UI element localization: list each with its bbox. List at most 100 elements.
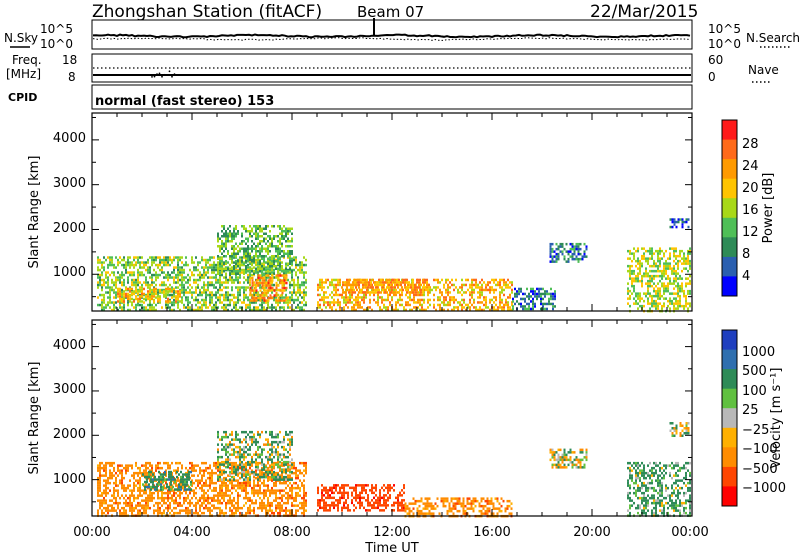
power-cell — [187, 278, 189, 282]
velocity-cell — [173, 469, 175, 472]
velocity-cell — [177, 494, 179, 497]
velocity-cell — [221, 486, 223, 490]
power-cell — [655, 262, 657, 265]
power-cell — [219, 273, 221, 277]
power-cell — [281, 284, 284, 287]
power-cell — [271, 306, 273, 309]
power-cell — [141, 290, 143, 293]
power-cell — [227, 268, 229, 272]
power-cell — [679, 304, 681, 308]
velocity-cell — [188, 470, 190, 474]
power-cell — [175, 290, 177, 293]
power-cell — [175, 295, 177, 298]
power-cell — [358, 286, 360, 289]
velocity-cell — [159, 511, 161, 515]
power-cell — [499, 298, 501, 302]
velocity-cell — [142, 473, 144, 476]
power-cell — [325, 281, 327, 284]
power-cell — [377, 303, 379, 307]
velocity-cell — [153, 511, 155, 515]
power-cell — [653, 282, 655, 285]
velocity-cell — [184, 480, 186, 484]
power-cell — [185, 306, 187, 309]
power-cell — [473, 283, 475, 287]
power-cell — [201, 293, 203, 297]
power-cell — [687, 269, 689, 273]
power-cell — [209, 258, 211, 262]
velocity-cell — [171, 461, 173, 465]
power-cell — [251, 273, 253, 277]
power-cell — [231, 235, 233, 238]
velocity-cell — [279, 481, 281, 485]
power-cell — [445, 303, 447, 307]
velocity-cell — [209, 476, 211, 480]
velocity-cell — [111, 476, 113, 480]
power-cell — [679, 289, 681, 293]
velocity-cell — [239, 476, 241, 480]
velocity-cell — [229, 466, 231, 470]
power-cell — [443, 296, 445, 299]
velocity-cell — [279, 509, 281, 512]
power-cell — [277, 284, 280, 287]
power-cell — [249, 225, 251, 228]
power-cell — [151, 288, 153, 292]
power-cell — [131, 303, 133, 307]
velocity-cell — [289, 481, 291, 485]
velocity-cell — [97, 481, 99, 485]
velocity-cell — [131, 504, 133, 507]
power-cell — [577, 260, 580, 263]
power-cell — [423, 293, 425, 297]
power-cell — [167, 258, 169, 262]
power-cell — [189, 283, 191, 287]
power-cell — [177, 261, 179, 264]
velocity-cell — [171, 509, 173, 512]
velocity-cell — [103, 466, 105, 470]
power-cell — [339, 301, 341, 304]
power-cell — [101, 298, 103, 302]
power-cell — [559, 250, 562, 253]
power-cell — [159, 288, 161, 292]
power-cell — [201, 273, 203, 277]
power-cell — [457, 308, 459, 312]
power-cell — [145, 268, 147, 272]
power-cell — [211, 283, 213, 287]
velocity-cell — [241, 484, 243, 487]
velocity-cell — [159, 501, 161, 505]
velocity-cell — [259, 479, 261, 482]
power-cell — [283, 270, 285, 273]
power-cell — [451, 278, 453, 282]
power-cell — [657, 264, 659, 268]
power-cell — [223, 267, 225, 270]
velocity-cell — [153, 509, 155, 512]
power-cell — [633, 279, 635, 283]
velocity-cell — [233, 506, 235, 510]
power-cell — [477, 283, 479, 287]
velocity-cell — [257, 489, 259, 492]
power-cell — [687, 254, 689, 258]
velocity-cell — [245, 496, 247, 500]
noise-panel-frame — [91, 19, 693, 50]
power-cell — [561, 252, 564, 256]
velocity-cell — [185, 509, 187, 512]
power-cell — [231, 247, 233, 250]
power-cell — [223, 306, 225, 309]
velocity-cell — [249, 509, 251, 512]
velocity-cell — [145, 484, 147, 487]
power-cell — [637, 267, 639, 270]
power-cell — [227, 293, 229, 297]
power-cell — [665, 259, 667, 263]
power-cell — [193, 261, 195, 264]
power-cell — [257, 235, 259, 238]
velocity-cell — [301, 504, 303, 507]
power-cell — [645, 282, 647, 285]
power-cell — [457, 291, 459, 294]
velocity-cell — [177, 469, 179, 472]
power-cell — [565, 242, 568, 246]
power-cell — [295, 271, 297, 274]
velocity-cell — [113, 491, 115, 495]
power-cell — [387, 296, 389, 299]
velocity-cell — [107, 509, 109, 512]
power-cell — [277, 257, 279, 260]
power-cell — [443, 301, 445, 304]
velocity-cell — [247, 499, 249, 502]
